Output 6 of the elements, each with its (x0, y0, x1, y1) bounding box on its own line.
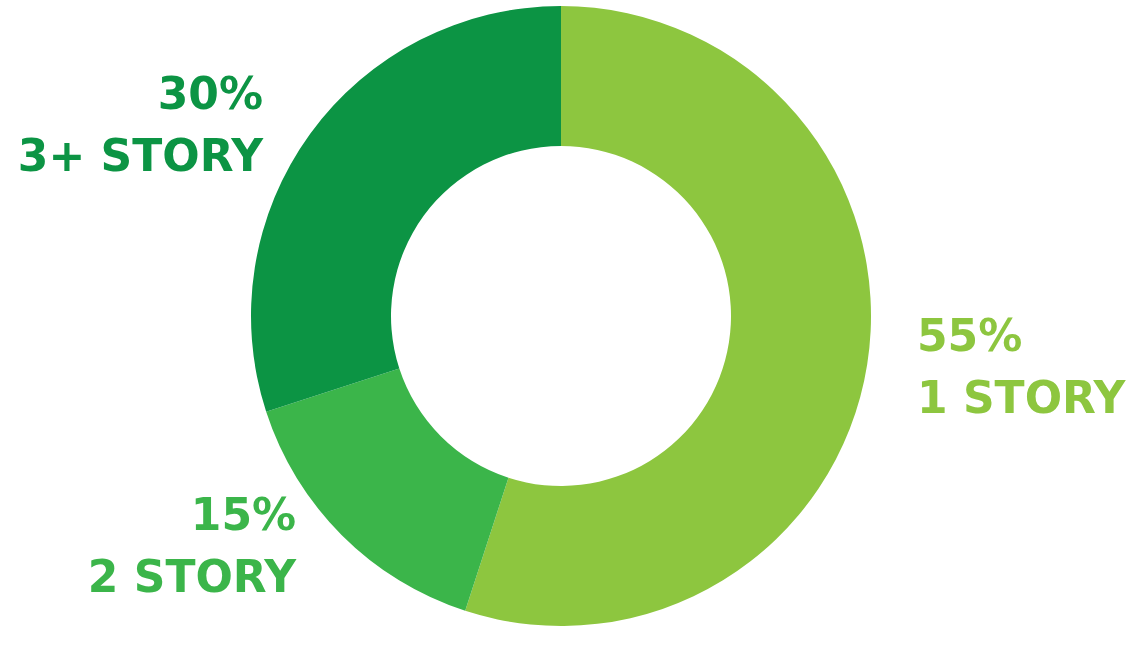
data-label: 30% (157, 68, 264, 120)
slice-label: 2 STORY (87, 551, 298, 603)
slice-label: 1 STORY (917, 372, 1127, 424)
slice-label: 3+ STORY (17, 130, 265, 182)
data-label: 55% (917, 310, 1023, 362)
data-label: 15% (190, 489, 297, 541)
